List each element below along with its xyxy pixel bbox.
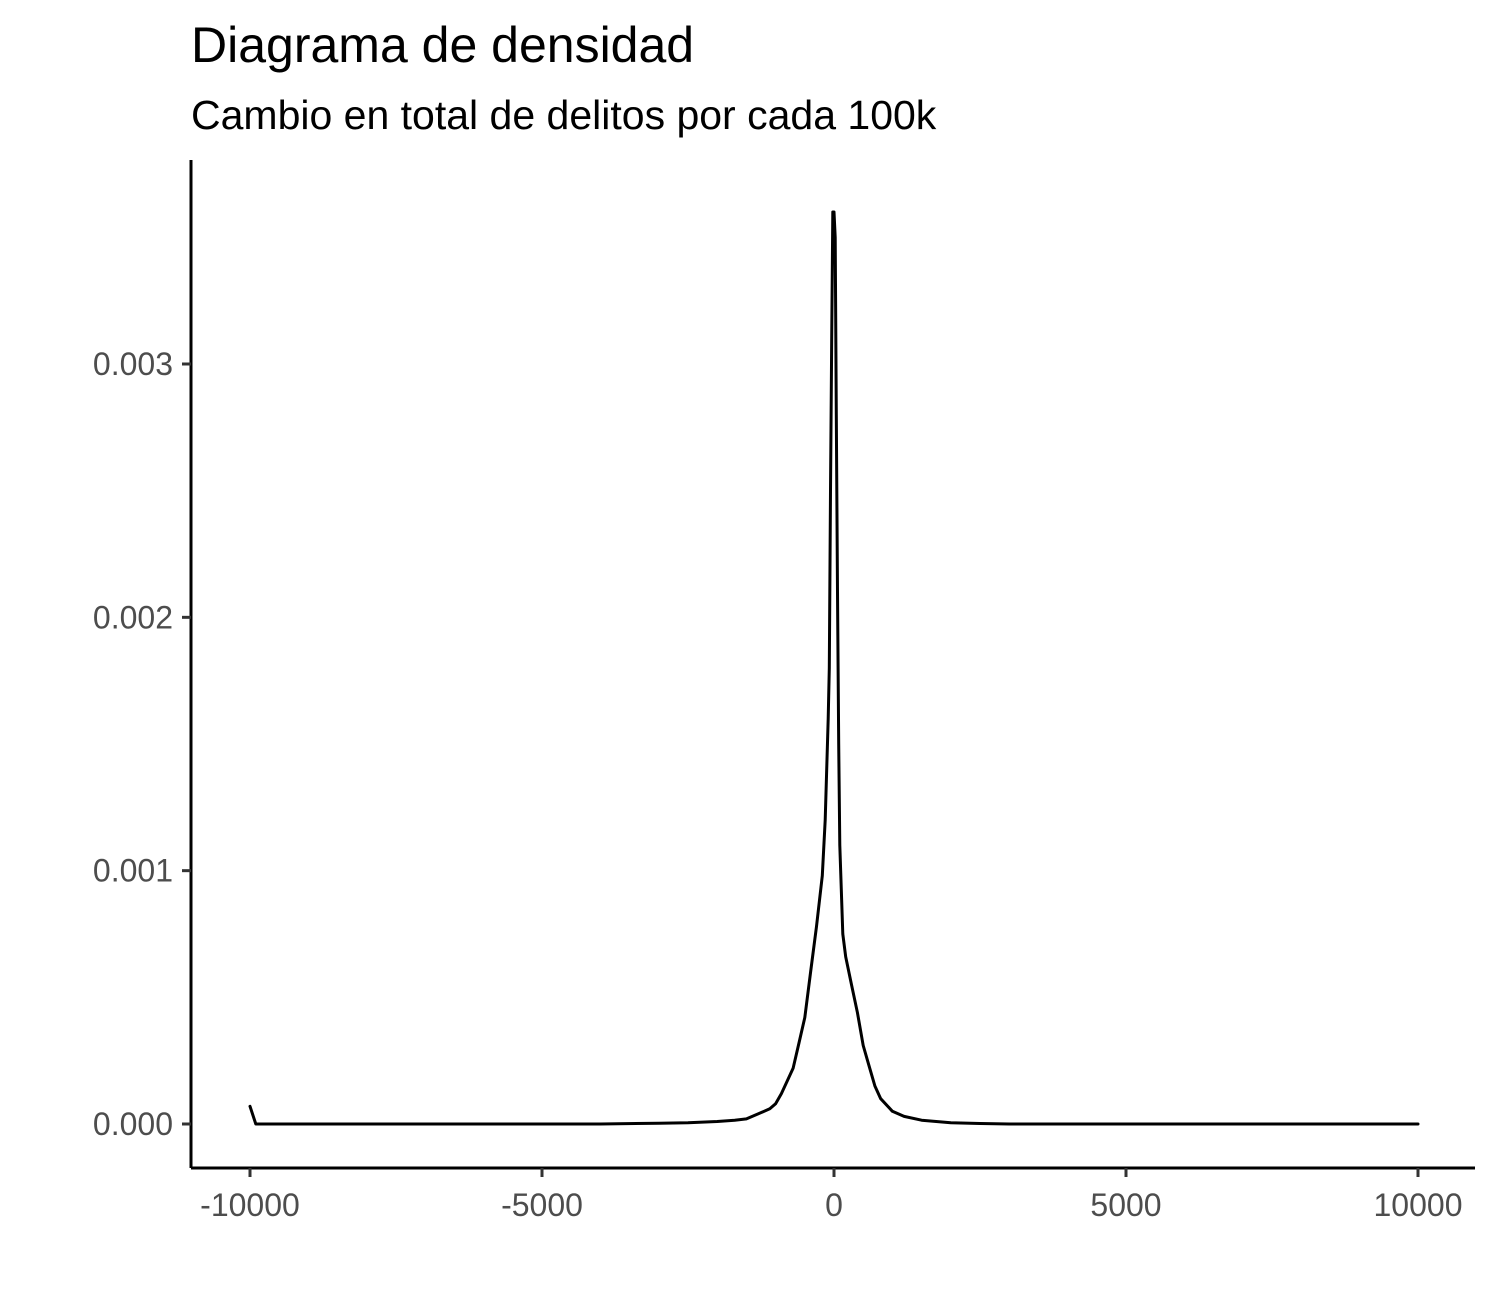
- x-tick-label: 5000: [1090, 1187, 1161, 1223]
- y-tick-label: 0.000: [93, 1106, 173, 1142]
- y-tick-label: 0.001: [93, 853, 173, 889]
- chart-title: Diagrama de densidad: [191, 17, 695, 73]
- x-tick-label: -10000: [200, 1187, 300, 1223]
- density-line: [248, 210, 1420, 1126]
- x-tick-label: -5000: [501, 1187, 583, 1223]
- y-tick-label: 0.003: [93, 346, 173, 382]
- y-tick-label: 0.002: [93, 599, 173, 635]
- x-tick-label: 0: [825, 1187, 843, 1223]
- x-tick-label: 10000: [1374, 1187, 1463, 1223]
- chart-subtitle: Cambio en total de delitos por cada 100k: [191, 92, 937, 138]
